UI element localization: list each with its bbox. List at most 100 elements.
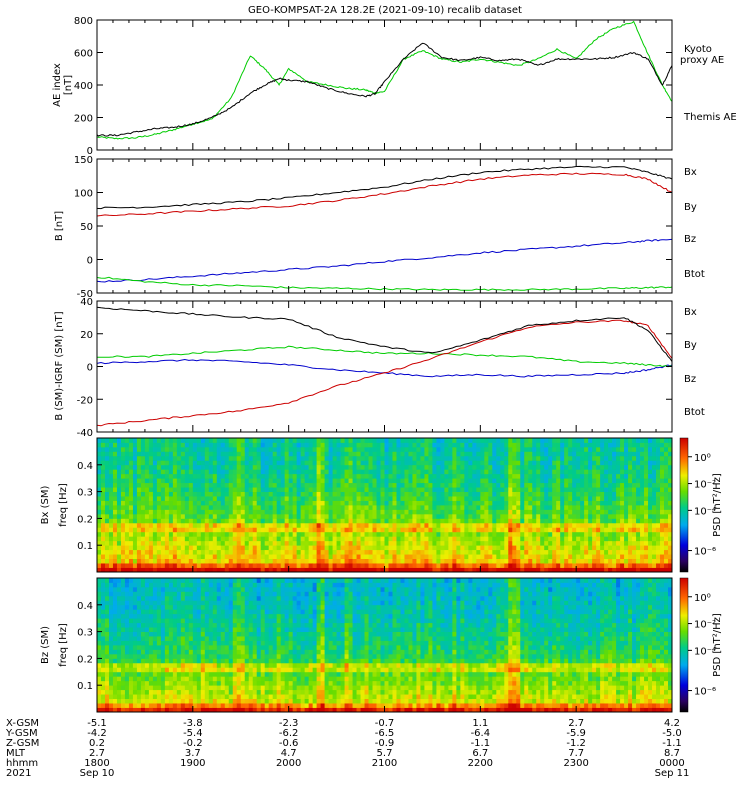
spectrogram-cell <box>104 464 110 470</box>
spectrogram-cell <box>540 478 545 484</box>
spectrogram-cell <box>572 567 577 573</box>
spectrogram-cell <box>140 667 146 673</box>
spectrogram-cell <box>504 513 509 519</box>
spectrogram-cell <box>216 496 222 501</box>
spectrogram-cell <box>652 531 657 537</box>
spectrogram-cell <box>588 549 593 555</box>
spectrogram-cell <box>124 667 130 673</box>
spectrogram-cell <box>628 469 633 475</box>
spectrogram-cell <box>584 446 589 452</box>
spectrogram-cell <box>632 554 637 559</box>
spectrogram-cell <box>288 478 294 484</box>
spectrogram-cell <box>524 469 529 475</box>
spectrogram-cell <box>148 558 154 564</box>
spectrogram-cell <box>572 446 577 452</box>
spectrogram-cell <box>200 522 206 528</box>
spectrogram-cell <box>584 549 589 555</box>
spectrogram-cell <box>632 518 637 524</box>
spectrogram-cell <box>388 496 393 501</box>
spectrogram-cell <box>560 487 565 492</box>
spectrogram-cell <box>624 513 629 519</box>
spectrogram-cell <box>604 567 609 573</box>
spectrogram-cell <box>356 469 361 475</box>
spectrogram-cell <box>144 567 150 573</box>
spectrogram-cell <box>276 554 282 559</box>
spectrogram-cell <box>396 451 401 457</box>
spectrogram-cell <box>348 567 353 573</box>
spectrogram-cell <box>116 622 122 628</box>
spectrogram-cell <box>604 518 609 524</box>
spectrogram-cell <box>584 545 589 551</box>
spectrogram-cell <box>136 451 142 457</box>
spectrogram-cell <box>292 469 298 475</box>
spectrogram-cell <box>476 527 481 533</box>
spectrogram-cell <box>208 509 214 515</box>
spectrogram-cell <box>588 505 593 510</box>
spectrogram-cell <box>116 451 122 457</box>
spectrogram-cell <box>180 464 186 470</box>
spectrogram-cell <box>240 496 246 501</box>
spectrogram-cell <box>348 527 353 533</box>
spectrogram-cell <box>112 591 118 597</box>
spectrogram-cell <box>204 455 210 461</box>
spectrogram-cell <box>396 540 401 546</box>
spectrogram-cell <box>612 491 617 497</box>
spectrogram-cell <box>616 513 621 519</box>
spectrogram-cell <box>428 451 433 457</box>
spectrogram-cell <box>136 680 142 686</box>
spectrogram-cell <box>460 482 465 488</box>
spectrogram-cell <box>392 455 397 461</box>
spectrogram-cell <box>348 469 353 475</box>
spectrogram-cell <box>208 549 214 555</box>
spectrogram-cell <box>148 438 154 443</box>
spectrogram-cell <box>212 513 218 519</box>
spectrogram-cell <box>368 509 373 515</box>
spectrogram-cell <box>244 554 250 559</box>
spectrogram-cell <box>276 451 282 457</box>
spectrogram-cell <box>316 464 322 470</box>
spectrogram-cell <box>536 478 541 484</box>
spectrogram-cell <box>284 496 290 501</box>
spectrogram-cell <box>584 558 589 564</box>
spectrogram-cell <box>100 567 106 573</box>
spectrogram-cell <box>252 487 258 492</box>
spectrogram-cell <box>596 509 601 515</box>
spectrogram-cell <box>112 703 118 708</box>
spectrogram-cell <box>416 491 421 497</box>
figure-title: GEO-KOMPSAT-2A 128.2E (2021-09-10) recal… <box>248 5 522 16</box>
spectrogram-cell <box>204 438 210 443</box>
spectrogram-cell <box>360 446 365 452</box>
spectrogram-cell <box>228 478 234 484</box>
spectrogram-cell <box>284 451 290 457</box>
spectrogram-cell <box>492 438 497 443</box>
spectrogram-cell <box>128 527 134 533</box>
spectrogram-cell <box>252 500 258 506</box>
spectrogram-cell <box>300 460 306 466</box>
spectrogram-cell <box>124 662 130 668</box>
spectrogram-cell <box>552 540 557 546</box>
spectrogram-cell <box>136 667 142 673</box>
spectrogram-cell <box>380 531 385 537</box>
spectrogram-cell <box>668 518 673 524</box>
spectrogram-cell <box>124 455 130 461</box>
spectrogram-cell <box>256 567 262 573</box>
spectrogram-cell <box>132 536 138 542</box>
spectrogram-cell <box>112 527 118 533</box>
spectrogram-cell <box>97 689 102 695</box>
spectrogram-cell <box>564 442 569 448</box>
spectrogram-cell <box>97 491 102 497</box>
spectrogram-cell <box>512 505 517 510</box>
spectrogram-cell <box>280 460 286 466</box>
spectrogram-cell <box>152 522 158 528</box>
panel-spec-bz: 0.10.20.30.4 Bz (SM) freq [Hz] 10⁰10⁻²10… <box>40 577 723 713</box>
spectrogram-cell <box>448 536 453 542</box>
spectrogram-cell <box>288 518 294 524</box>
spectrogram-cell <box>420 509 425 515</box>
spectrogram-cell <box>188 513 194 519</box>
spectrogram-cell <box>340 464 345 470</box>
spectrogram-cell <box>440 446 445 452</box>
spectrogram-cell <box>592 478 597 484</box>
spectrogram-cell <box>504 496 509 501</box>
spectrogram-cell <box>216 549 222 555</box>
spectrogram-cell <box>360 491 365 497</box>
